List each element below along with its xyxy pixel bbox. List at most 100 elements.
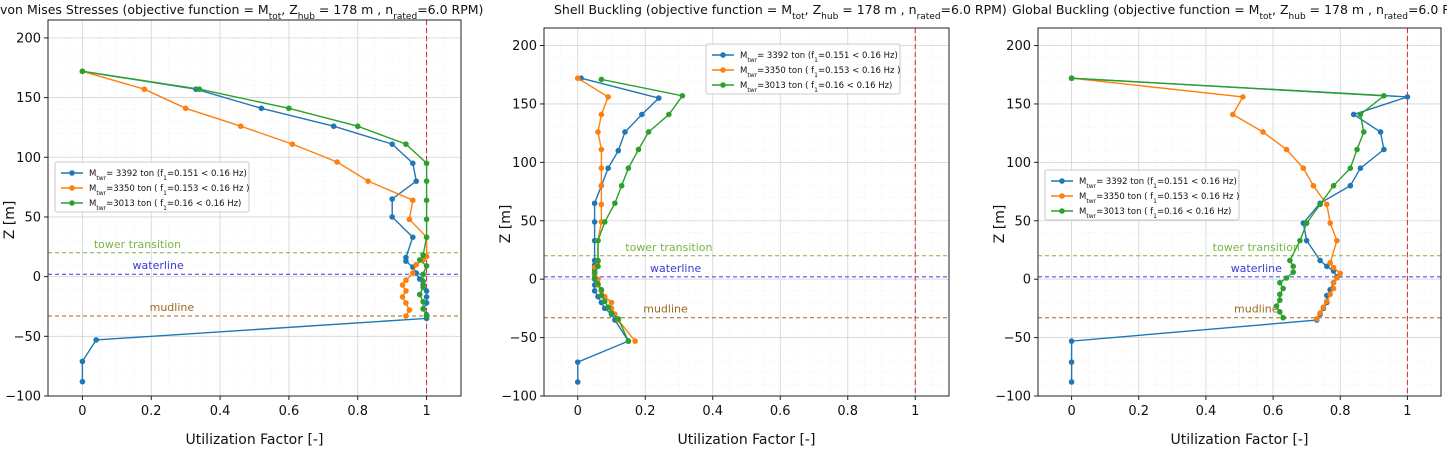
data-point [1277,297,1283,304]
data-point [598,286,605,293]
data-point [1320,304,1327,311]
legend-text-part: 1 [1153,198,1157,205]
y-tick-label: −50 [1004,331,1031,346]
x-tick-label: 0.6 [1263,404,1284,419]
x-tick-label: 1 [911,404,919,419]
data-point [196,86,203,93]
data-point [420,271,426,278]
y-tick-label: 150 [1006,97,1031,112]
data-point [399,282,406,288]
data-point [605,94,611,100]
data-point [1324,298,1330,305]
x-tick-label: 0.8 [837,404,858,419]
legend: Mtwr= 3392 ton (f1=0.151 < 0.16 Hz) Mtwr=… [1044,169,1239,221]
data-point [598,76,605,83]
x-tick-label: 0.6 [279,404,300,419]
ref-label-mudline: mudline [643,303,688,316]
data-point [1347,165,1354,171]
data-point [1330,182,1337,189]
panel-title: Shell Buckling (objective function = Mto… [554,2,1007,22]
y-axis-title: Z [m] [992,205,1008,244]
title-sub: tot [269,12,282,22]
legend-label: Mtwr= 3392 ton (f1=0.151 < 0.16 Hz) [89,169,247,182]
data-point [389,214,395,220]
legend-label: Mtwr=3013 ton ( f1=0.16 < 0.16 Hz) [740,81,892,94]
legend-label: Mtwr=3013 ton ( f1=0.16 < 0.16 Hz) [1079,207,1231,220]
y-tick-label: 50 [24,210,41,225]
legend-text-part: twr [747,87,757,94]
data-point [1317,310,1323,316]
data-point [406,307,413,313]
legend-text-part: twr [747,57,757,64]
data-point [574,75,581,82]
data-point [595,281,601,287]
y-tick-label: 100 [1006,156,1031,171]
legend-box [54,161,250,213]
legend-text-part: =3013 ton ( f [757,81,815,91]
legend-label: Mtwr=3350 ton ( f1=0.153 < 0.16 Hz ) [89,184,249,197]
data-point [635,146,642,153]
data-point [423,178,430,184]
ref-label-mudline: mudline [150,301,195,314]
legend-text-part: M [89,199,96,209]
plot-frame [1037,27,1442,397]
data-point [1283,146,1290,153]
legend-swatch-marker [69,185,75,191]
data-point [416,257,423,263]
x-tick-label: 0.8 [1330,404,1351,419]
data-point [1300,165,1307,171]
y-tick-label: −100 [995,390,1031,405]
data-point [289,141,296,147]
legend-text-part: =0.151 < 0.16 Hz) [1157,177,1237,187]
data-point [1068,359,1075,365]
data-point [403,288,409,294]
title-text: Global Buckling (objective function = M [1012,2,1259,17]
data-point [258,105,265,112]
data-point [591,269,598,275]
data-point [403,277,409,284]
data-point [598,111,605,118]
y-tick-label: 50 [1014,214,1031,229]
data-point [595,237,601,244]
legend: Mtwr= 3392 ton (f1=0.151 < 0.16 Hz)Mtwr=… [705,43,900,95]
y-tick-label: 50 [520,214,537,229]
data-point [1334,237,1340,244]
data-point [1337,270,1344,277]
legend-text-part: =3013 ton ( f [1096,207,1154,217]
title-sub: hub [821,12,838,22]
legend-text-part: =3013 ton ( f [106,199,164,209]
data-point [389,141,395,147]
x-tick-label: 0 [574,404,582,419]
data-point [591,200,598,207]
data-point [605,304,611,311]
data-point [79,378,86,385]
title-text: von Mises Stresses (objective function =… [0,2,269,17]
legend-label: Mtwr= 3392 ton (f1=0.151 < 0.16 Hz) [1079,177,1237,190]
y-tick-label: 100 [512,156,537,171]
legend-text-part: 1 [163,205,167,212]
title-sub: rated [393,12,417,22]
data-point [618,182,625,189]
x-tick-label: 0.4 [210,404,231,419]
data-point [598,201,605,208]
legend-text-part: =3350 ton ( f [757,66,815,76]
data-point [1330,285,1337,292]
legend-text-part: 1 [814,57,818,64]
legend-text-part: 1 [163,175,167,182]
data-point [612,200,618,207]
data-point [389,196,395,202]
data-point [1381,92,1387,99]
panel-title: von Mises Stresses (objective function =… [0,2,483,22]
legend-text-part: M [740,66,747,76]
data-point [605,165,611,171]
x-axis-title: Utilization Factor [-] [678,432,816,448]
ref-label-tower-transition: tower transition [625,241,712,254]
legend-text-part: =0.153 < 0.16 Hz ) [167,184,249,194]
data-point [1313,316,1320,322]
legend-text-part: M [89,184,96,194]
legend-text-part: 1 [814,72,818,79]
data-point [1334,275,1340,281]
legend-swatch-marker [69,200,75,206]
data-point [1347,182,1354,189]
legend-text-part: = 3392 ton (f [1096,177,1154,187]
